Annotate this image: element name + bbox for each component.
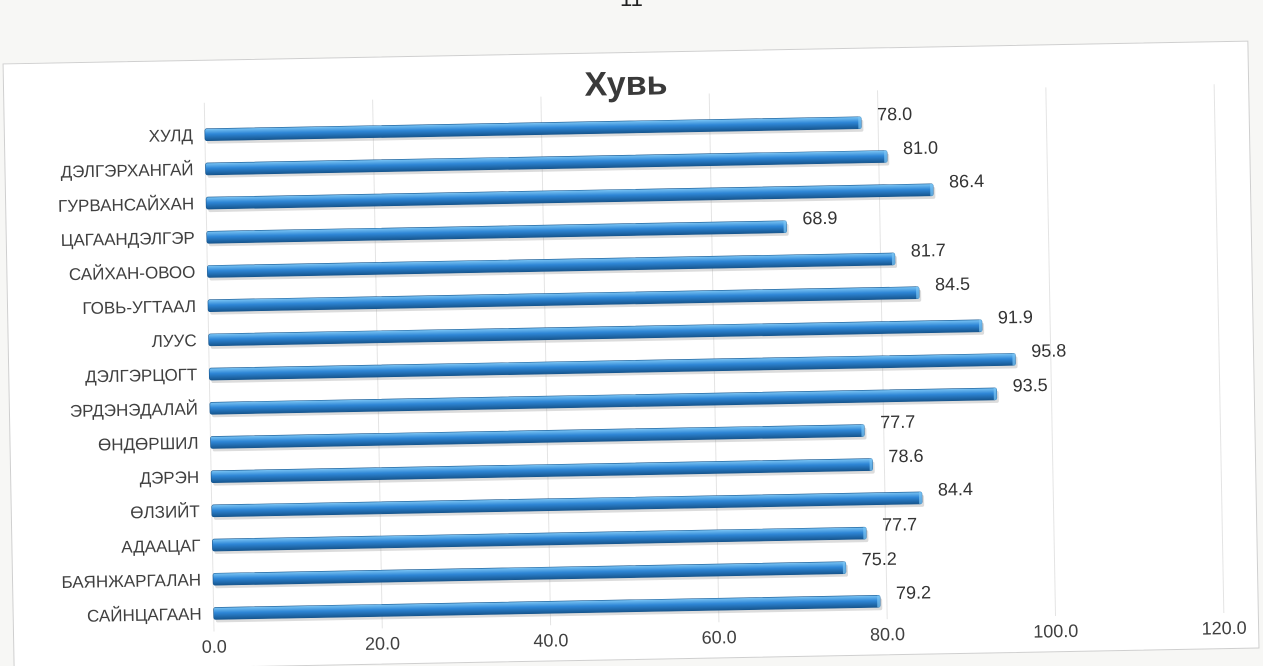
- value-label: 77.7: [880, 412, 915, 433]
- chart-frame: ХУЛД ДЭЛГЭРХАНГАЙ ГУРВАНСАЙХАН ЦАГААНДЭЛГЭР…: [2, 40, 1260, 666]
- bar-end-cap: [877, 595, 881, 608]
- x-tick-label: 80.0: [870, 624, 905, 645]
- value-label: 81.7: [911, 240, 946, 261]
- x-tick-label: 60.0: [701, 627, 736, 648]
- bar-chart: ХУЛД ДЭЛГЭРХАНГАЙ ГУРВАНСАЙХАН ЦАГААНДЭЛГЭР…: [58, 84, 1247, 657]
- bar-end-cap: [861, 424, 865, 437]
- x-tick-label: 0.0: [202, 636, 227, 656]
- bars: [204, 116, 1018, 623]
- gridline: [877, 90, 888, 620]
- category-label: ДЭЛГЭРЦОГТ: [85, 365, 197, 386]
- bar-end-cap: [993, 387, 997, 400]
- gridline: [1213, 84, 1225, 613]
- x-tick-label: 120.0: [1201, 618, 1246, 639]
- bar-end-cap: [858, 116, 862, 129]
- bar-end-cap: [978, 319, 983, 332]
- gridline: [1045, 87, 1057, 617]
- category-label: ЭРДЭНЭДАЛАЙ: [70, 400, 198, 421]
- bar-end-cap: [783, 220, 787, 233]
- value-label: 93.5: [1012, 375, 1047, 396]
- bar-end-cap: [891, 252, 896, 265]
- bar-end-cap: [884, 150, 888, 163]
- x-tick-label: 40.0: [533, 630, 568, 651]
- category-label: ДЭРЭН: [139, 468, 199, 488]
- bar-end-cap: [930, 183, 934, 196]
- category-label: ӨНДӨРШИЛ: [98, 434, 199, 455]
- x-axis-ticks: 0.0 20.0 40.0 60.0 80.0 100.0 120.0: [202, 618, 1247, 657]
- bar-end-cap: [863, 527, 867, 540]
- category-label: ДЭЛГЭРХАНГАЙ: [60, 160, 193, 181]
- bar: [209, 387, 998, 415]
- value-label: 79.2: [896, 582, 931, 603]
- category-label: ӨЛЗИЙТ: [130, 502, 200, 522]
- value-labels: 78.0 81.0 86.4 68.9 81.7 84.5 91.9 95.8 93.5 77.7…: [802, 104, 1066, 603]
- category-label: ХУЛД: [148, 126, 193, 146]
- value-label: 86.4: [949, 171, 984, 192]
- value-label: 75.2: [862, 549, 897, 570]
- category-label: ЦАГААНДЭЛГЭР: [61, 229, 195, 250]
- bar-end-cap: [1012, 353, 1016, 366]
- category-label: САЙНЦАГААН: [87, 605, 202, 626]
- value-label: 84.5: [935, 274, 970, 295]
- value-label: 91.9: [998, 307, 1033, 328]
- value-label: 78.6: [888, 446, 923, 467]
- category-labels: ХУЛД ДЭЛГЭРХАНГАЙ ГУРВАНСАЙХАН ЦАГААНДЭЛГЭР…: [58, 126, 202, 626]
- bar-end-cap: [842, 561, 846, 574]
- category-label: ЛУУС: [151, 331, 196, 351]
- category-label: ГОВЬ-УГТААЛ: [82, 297, 196, 318]
- value-label: 81.0: [903, 138, 938, 159]
- value-label: 77.7: [882, 514, 917, 535]
- value-label: 68.9: [802, 208, 837, 229]
- bar-end-cap: [869, 458, 873, 471]
- category-label: БАЯНЖАРГАЛАН: [61, 570, 201, 592]
- bar: [208, 319, 983, 347]
- category-label: АДААЦАГ: [121, 536, 201, 556]
- bar-end-cap: [918, 491, 923, 504]
- bar: [208, 353, 1016, 381]
- x-tick-label: 100.0: [1033, 621, 1078, 642]
- page-number: 11: [620, 0, 643, 12]
- gridline: [203, 102, 215, 632]
- value-label: 95.8: [1031, 340, 1066, 361]
- category-label: ГУРВАНСАЙХАН: [58, 194, 194, 215]
- bar-end-cap: [916, 286, 920, 299]
- value-label: 84.4: [938, 479, 973, 500]
- gridlines: [203, 84, 1225, 632]
- category-label: САЙХАН-ОВОО: [69, 263, 196, 284]
- x-tick-label: 20.0: [365, 633, 400, 654]
- value-label: 78.0: [877, 104, 912, 125]
- chart-area: ХУЛД ДЭЛГЭРХАНГАЙ ГУРВАНСАЙХАН ЦАГААНДЭЛГЭР…: [2, 40, 1260, 666]
